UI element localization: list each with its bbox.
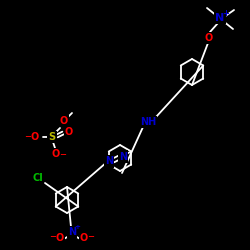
Text: −: − (88, 232, 94, 241)
Text: +: + (74, 224, 80, 230)
Text: −: − (50, 232, 56, 241)
Text: O: O (31, 132, 39, 142)
Text: N: N (105, 156, 113, 166)
Text: O: O (56, 233, 64, 243)
Text: S: S (48, 132, 56, 142)
Text: N: N (216, 13, 224, 23)
Text: −: − (24, 132, 32, 141)
Text: O: O (80, 233, 88, 243)
Text: O: O (52, 149, 60, 159)
Text: O: O (205, 33, 213, 43)
Text: NH: NH (140, 117, 156, 127)
Text: N: N (68, 227, 76, 237)
Text: +: + (222, 8, 230, 18)
Text: −: − (60, 150, 66, 160)
Text: N: N (119, 152, 127, 162)
Text: Cl: Cl (32, 173, 44, 183)
Text: O: O (65, 127, 73, 137)
Text: O: O (60, 116, 68, 126)
